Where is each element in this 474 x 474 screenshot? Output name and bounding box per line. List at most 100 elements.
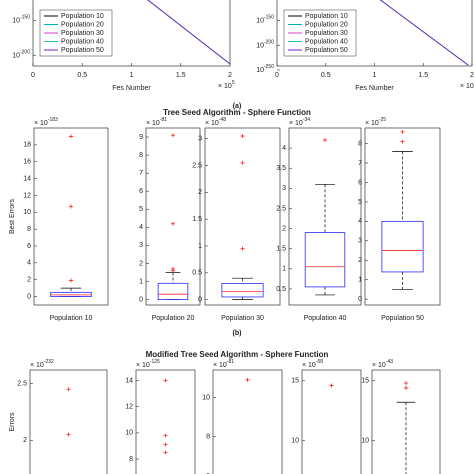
scale-label-base: × 10: [302, 362, 316, 369]
y-tick-label: 5: [139, 206, 143, 213]
axes-frame: [364, 127, 441, 306]
chart-title: Tree Seed Algorithm - Sphere Function: [163, 108, 311, 117]
outlier: [240, 160, 245, 165]
outlier: [163, 450, 168, 455]
legend-label: Population 20: [61, 21, 104, 28]
x-tick-label: 1: [130, 72, 134, 79]
scale-label: × 10-81: [213, 359, 234, 369]
y-tick-label: 6: [206, 473, 210, 474]
y-tick-label: 3: [358, 238, 362, 245]
outlier: [245, 377, 250, 382]
box: [221, 283, 264, 298]
outlier: [240, 246, 245, 251]
y-tick-label-exp: -200: [20, 50, 30, 56]
y-tick-label: 9: [139, 134, 143, 141]
chart-title: Modified Tree Seed Algorithm - Sphere Fu…: [146, 350, 329, 359]
y-tick-label: 10-150: [256, 15, 274, 25]
outlier: [163, 378, 168, 383]
scale-label-base: × 10: [146, 120, 160, 127]
axes-frame: [288, 127, 362, 306]
x-tick-label: 1: [373, 72, 377, 79]
legend-label: Population 50: [305, 47, 348, 54]
outlier: [66, 387, 71, 392]
axes-frame: [145, 127, 201, 306]
legend-label: Population 50: [61, 47, 104, 54]
y-tick-label: 2.5: [17, 380, 27, 387]
x-tick-label: 2: [470, 72, 474, 79]
y-tick-label: 1.5: [192, 216, 202, 223]
x-scale-label-base: × 10: [218, 83, 232, 90]
y-tick-label: 10: [202, 394, 210, 401]
y-tick-label: 8: [206, 434, 210, 441]
outlier: [240, 134, 245, 139]
y-tick-label: 15: [291, 378, 299, 385]
scale-label: × 10-43: [372, 359, 393, 369]
y-tick-label: 0: [198, 296, 202, 303]
y-tick-label: 4: [282, 145, 286, 152]
y-tick-label-base: 10: [12, 52, 20, 59]
scale-label: × 10-232: [30, 359, 54, 369]
y-tick-label: 1: [198, 243, 202, 250]
y-tick-label: 4: [27, 260, 31, 267]
y-tick-label: 3: [198, 136, 202, 143]
outlier: [66, 432, 71, 437]
legend-label: Population 10: [305, 13, 348, 20]
y-tick-label: 8: [129, 456, 133, 463]
scale-label-base: × 10: [372, 362, 386, 369]
scale-label: × 10-81: [146, 117, 167, 127]
y-tick-label: 10-200: [12, 50, 30, 60]
y-tick-label-exp: -150: [20, 15, 30, 21]
category-label: Population 30: [221, 315, 264, 322]
legend-label: Population 10: [61, 13, 104, 20]
y-tick-label-base: 10: [12, 17, 20, 24]
y-tick-label: 1.5: [276, 246, 286, 253]
outlier: [400, 139, 405, 144]
y-axis-label: Best Errors: [9, 199, 16, 235]
y-tick-label: 6: [358, 179, 362, 186]
scale-label: × 10-48: [205, 117, 226, 127]
legend-label: Population 40: [61, 38, 104, 45]
scale-label-exp: -43: [386, 359, 393, 365]
series-line: [147, 0, 231, 65]
scale-label: × 10-25: [365, 117, 386, 127]
scale-label-exp: -25: [379, 117, 386, 123]
axes-frame: [371, 369, 441, 474]
y-tick-label-base: 10: [256, 18, 264, 25]
x-tick-label: 0: [31, 72, 35, 79]
axes-frame: [33, 127, 109, 306]
y-axis-label: Errors: [9, 412, 16, 432]
y-tick-label: 7: [358, 160, 362, 167]
y-tick-label: 0.5: [276, 286, 286, 293]
y-tick-label: 2: [27, 277, 31, 284]
series-line: [379, 0, 469, 66]
scale-label: × 10-183: [34, 117, 58, 127]
x-scale-label-exp: 5: [232, 80, 235, 86]
y-tick-label: 0: [27, 293, 31, 300]
y-tick-label: 8: [358, 140, 362, 147]
y-tick-label: 10: [125, 430, 133, 437]
legend-label: Population 20: [305, 21, 348, 28]
y-tick-label: 2: [282, 225, 286, 232]
y-tick-label: 10: [291, 437, 299, 444]
outlier: [171, 221, 175, 226]
x-scale-label-base: × 10: [460, 83, 474, 90]
axes-frame: [29, 369, 108, 474]
box: [304, 232, 346, 288]
x-scale-label: × 105: [218, 80, 235, 90]
box: [50, 291, 92, 297]
y-tick-label: 10-250: [256, 64, 274, 74]
y-tick-label: 1: [358, 277, 362, 284]
y-tick-label: 16: [23, 159, 31, 166]
x-tick-label: 0: [275, 72, 279, 79]
y-tick-label: 2: [358, 257, 362, 264]
y-tick-label: 10: [361, 437, 369, 444]
y-tick-label: 2: [23, 437, 27, 444]
y-tick-label: 5: [358, 199, 362, 206]
outlier: [171, 133, 175, 138]
scale-label-exp: -232: [44, 359, 54, 365]
scale-label-exp: -183: [48, 117, 58, 123]
category-label: Population 10: [50, 315, 93, 322]
x-tick-label: 1.5: [418, 72, 428, 79]
y-tick-label: 3.5: [276, 165, 286, 172]
